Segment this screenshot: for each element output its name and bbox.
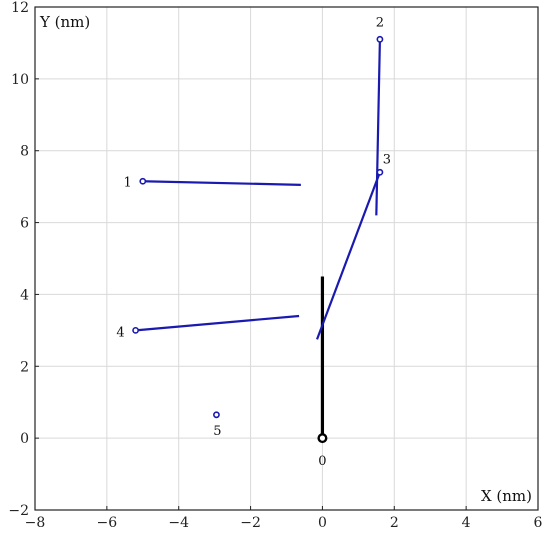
x-tick-label: 4 — [462, 515, 471, 531]
x-tick-label: −2 — [240, 515, 261, 531]
x-tick-label: −6 — [97, 515, 118, 531]
point-label-4: 4 — [116, 325, 124, 340]
y-tick-label: 2 — [20, 359, 29, 375]
data-point-4 — [132, 326, 139, 334]
x-tick-label: 0 — [318, 515, 327, 531]
point-label-5: 5 — [213, 424, 221, 439]
y-tick-label: 12 — [11, 0, 29, 16]
x-tick-label: −4 — [168, 515, 189, 531]
data-point-3 — [376, 168, 384, 176]
data-point-1 — [139, 177, 147, 185]
data-point-5 — [213, 411, 220, 419]
vector-line-3 — [316, 171, 381, 340]
point-label-0: 0 — [318, 454, 326, 469]
y-tick-label: 10 — [11, 72, 29, 88]
data-point-2 — [376, 35, 384, 43]
point-label-2: 2 — [376, 15, 384, 30]
y-tick-label: 4 — [20, 287, 29, 303]
point-label-3: 3 — [383, 152, 391, 167]
y-axis-title: Y (nm) — [39, 13, 90, 31]
x-tick-label: −8 — [25, 515, 46, 531]
plot-frame — [34, 6, 539, 511]
y-tick-label: 8 — [20, 144, 29, 160]
y-tick-label: 0 — [20, 431, 29, 447]
y-tick-label: 6 — [20, 216, 29, 232]
x-tick-label: 2 — [390, 515, 399, 531]
grid-lines — [34, 6, 539, 511]
point-label-1: 1 — [124, 175, 132, 190]
y-tick-label: −2 — [8, 503, 29, 519]
x-tick-label: 6 — [534, 515, 543, 531]
vector-line-4 — [135, 314, 300, 332]
x-axis-title: X (nm) — [481, 487, 532, 505]
vector-line-2 — [375, 39, 382, 216]
data-marks: 0 1 2 3 4 5 — [116, 15, 391, 469]
data-point-0 — [317, 433, 328, 444]
vector-line-1 — [142, 180, 301, 186]
